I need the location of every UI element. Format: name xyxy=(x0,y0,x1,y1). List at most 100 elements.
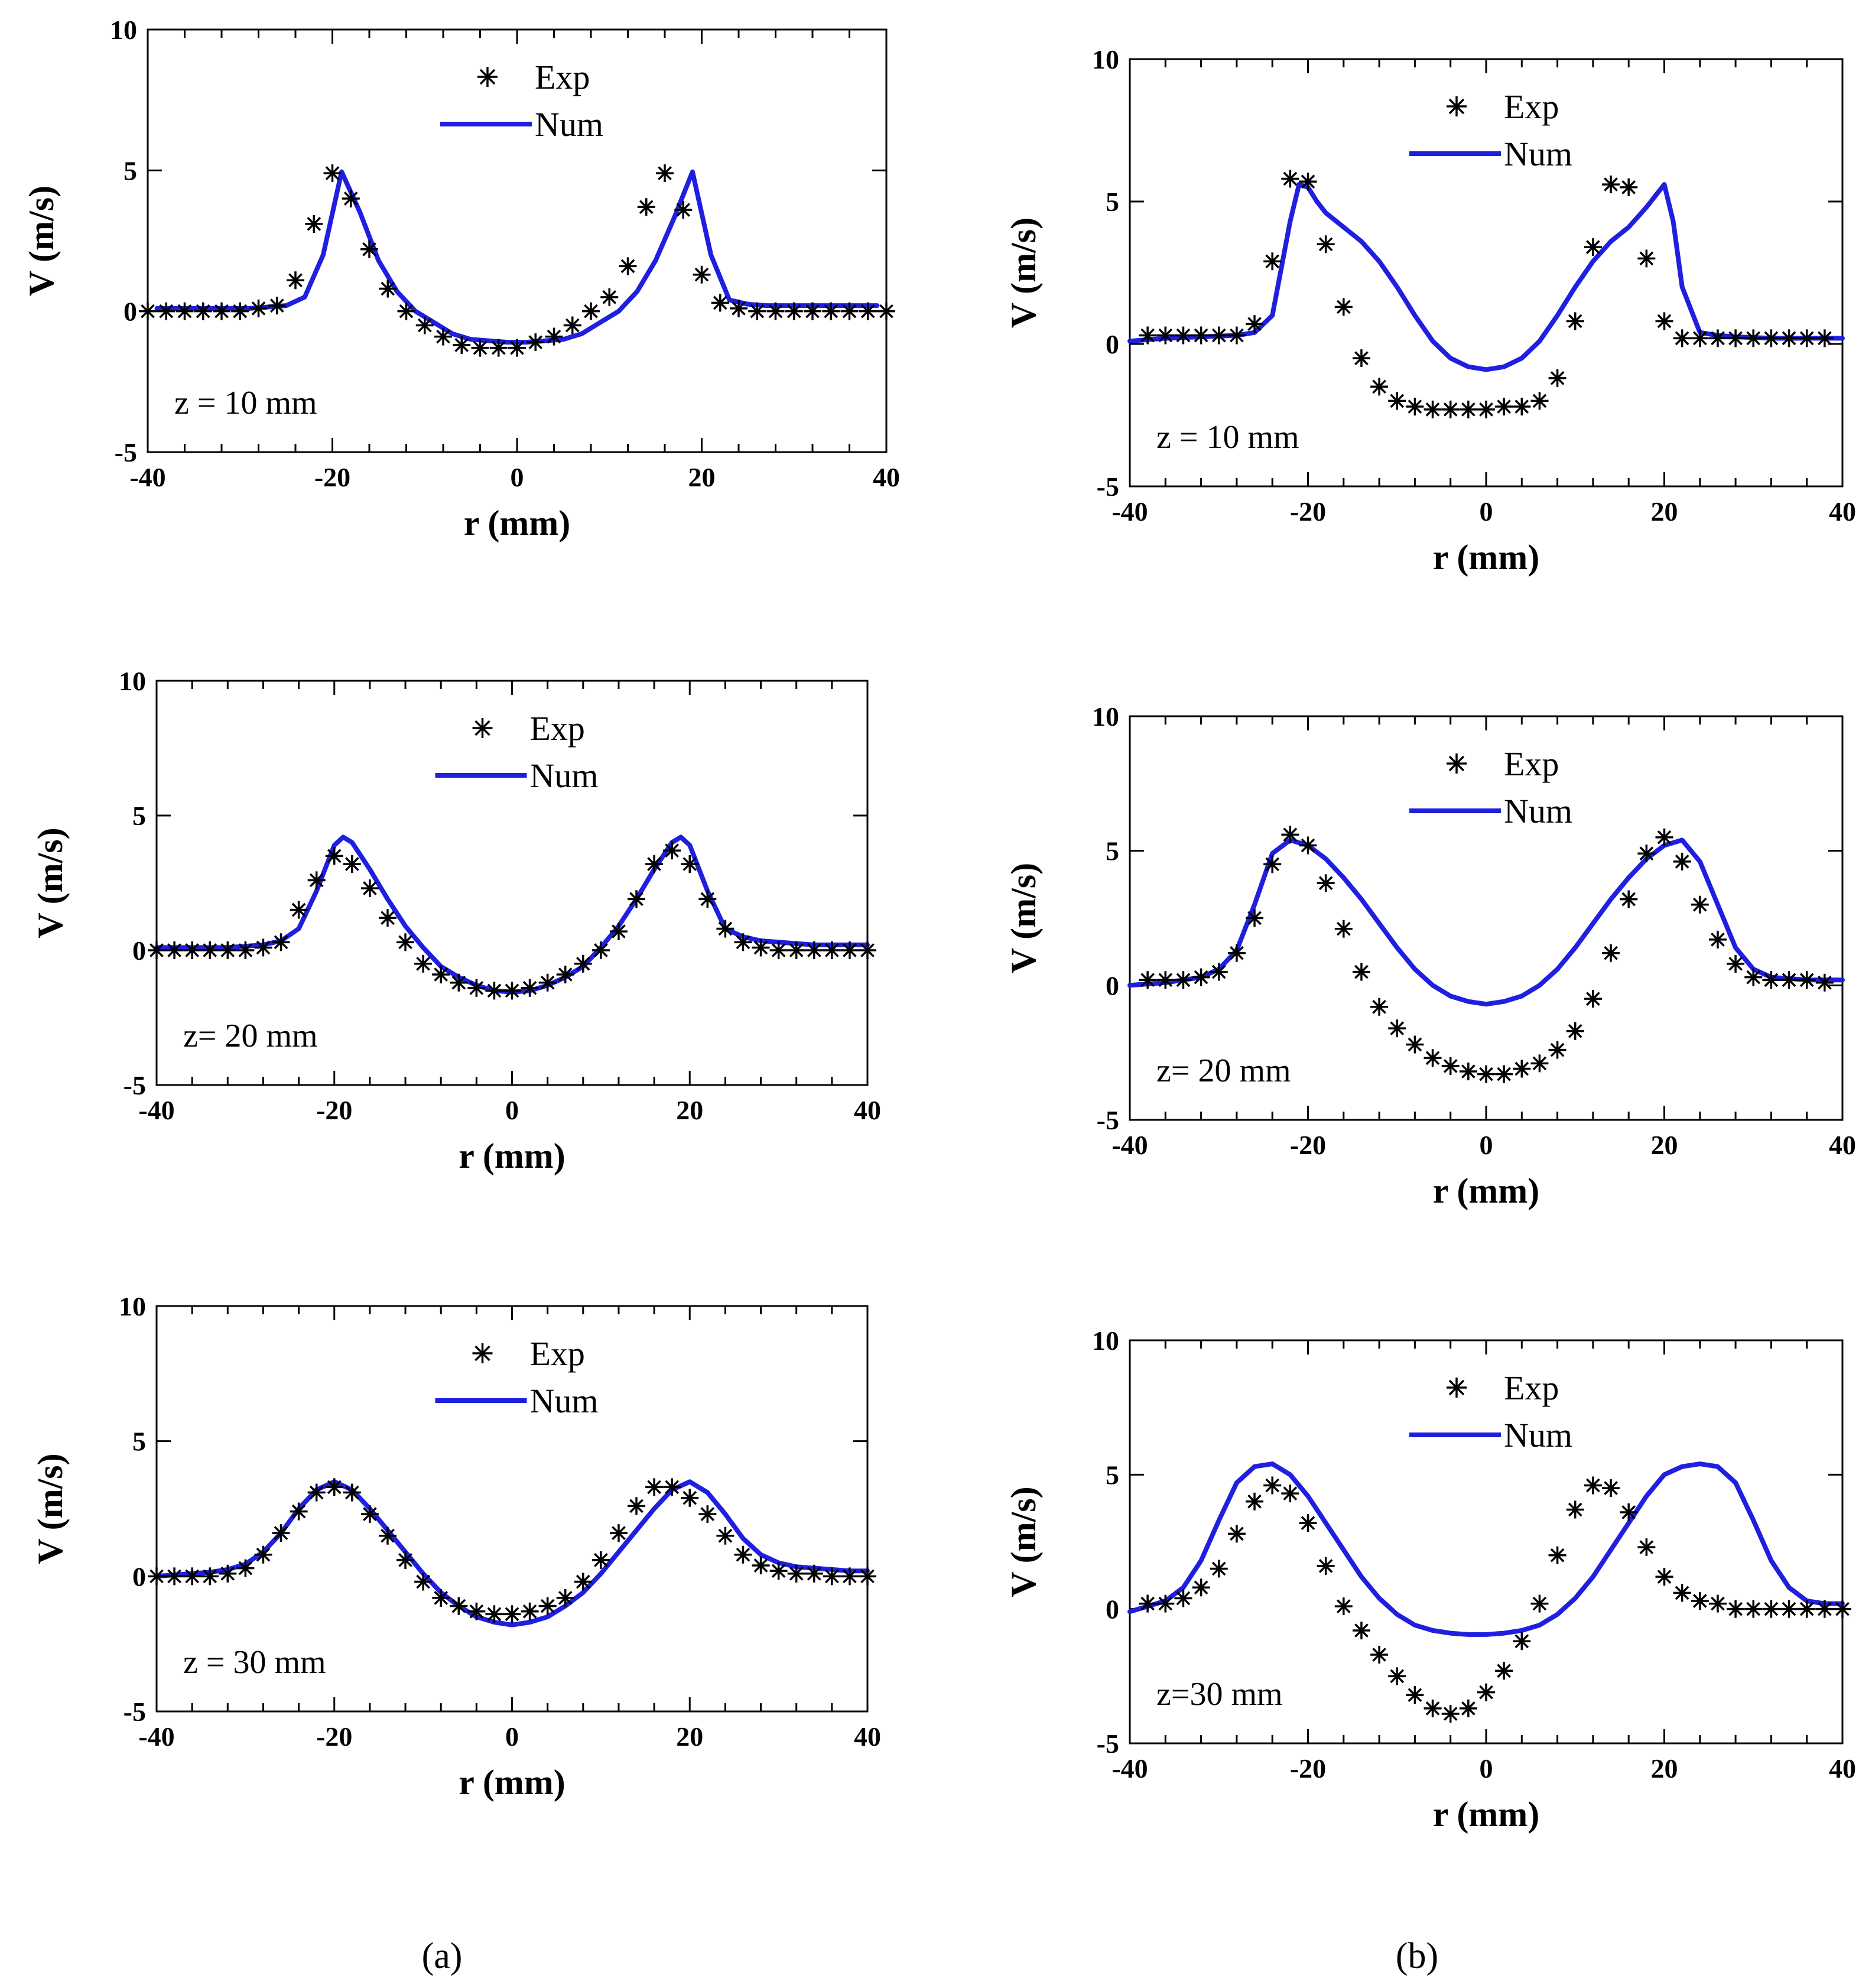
chart-5: -40 -20 0 20 40 -5 0 5 10 r (mm) V (m/s) z= 20 mm Ex… xyxy=(1004,701,1856,1210)
exp-marker xyxy=(1441,1057,1460,1075)
exp-marker xyxy=(645,855,664,873)
exp-marker xyxy=(1602,944,1620,962)
exp-marker xyxy=(508,339,526,357)
exp-marker xyxy=(1530,1054,1549,1073)
exp-marker xyxy=(1548,1546,1566,1564)
exp-marker xyxy=(432,1589,450,1607)
exp-marker xyxy=(450,973,468,992)
exp-marker xyxy=(1441,400,1460,418)
exp-marker xyxy=(1513,1632,1531,1651)
exp-marker xyxy=(165,941,184,959)
exp-marker xyxy=(1548,369,1566,387)
exp-marker xyxy=(1477,1065,1495,1083)
exp-marker xyxy=(656,164,674,183)
exp-marker xyxy=(637,198,655,216)
legend-exp-marker xyxy=(477,67,498,87)
exp-marker xyxy=(752,938,770,957)
exp-marker xyxy=(1156,1594,1175,1613)
exp-marker xyxy=(592,941,610,959)
x-axis-title: r (mm) xyxy=(1433,1171,1539,1210)
x-tick-label: -40 xyxy=(1112,1753,1148,1784)
exp-marker xyxy=(1210,963,1228,981)
exp-marker xyxy=(414,1573,433,1591)
exp-marker xyxy=(307,1483,326,1502)
exp-marker xyxy=(1620,890,1638,908)
exp-marker xyxy=(467,1602,486,1620)
x-tick-label: 20 xyxy=(688,462,716,492)
x-tick-label: 20 xyxy=(1651,496,1678,527)
exp-marker xyxy=(1691,1592,1709,1610)
exp-marker xyxy=(1388,392,1406,410)
y-axis-title: V (m/s) xyxy=(22,186,61,296)
exp-marker xyxy=(1246,909,1264,927)
x-tick-label: 0 xyxy=(505,1721,519,1752)
x-tick-label: 20 xyxy=(1651,1130,1678,1160)
x-tick-label: -20 xyxy=(1290,1130,1326,1160)
y-tick-label: 5 xyxy=(124,155,137,186)
exp-marker xyxy=(1370,998,1389,1016)
exp-marker xyxy=(582,302,600,320)
exp-marker xyxy=(272,933,290,951)
exp-marker xyxy=(1566,1022,1584,1040)
exp-marker xyxy=(1352,349,1370,368)
exp-marker xyxy=(254,938,272,957)
exp-marker xyxy=(1744,968,1763,986)
y-tick-label: 0 xyxy=(1106,970,1119,1001)
legend-label-num: Num xyxy=(530,756,599,795)
exp-marker xyxy=(545,327,563,346)
y-tick-label: -5 xyxy=(1097,1105,1119,1135)
exp-marker xyxy=(840,302,859,320)
x-tick-label: -40 xyxy=(129,462,165,492)
exp-marker xyxy=(1406,398,1424,416)
chart-4: -40 -20 0 20 40 -5 0 5 10 r (mm) V (m/s) z = 10 mm E… xyxy=(1004,44,1856,577)
y-tick-label: 0 xyxy=(1106,1594,1119,1625)
exp-marker xyxy=(1334,1597,1353,1616)
exp-marker xyxy=(1530,392,1549,410)
exp-marker xyxy=(1139,1594,1157,1613)
exp-marker xyxy=(1210,326,1228,345)
legend-label-exp: Exp xyxy=(535,58,590,96)
exp-marker xyxy=(1370,378,1389,396)
y-tick-label: 10 xyxy=(1092,1326,1119,1356)
exp-marker xyxy=(213,302,230,320)
chart-1: -40 -20 0 20 40 -5 0 5 10 r (mm) V (m/s) z = 10 mm E… xyxy=(22,15,900,543)
x-tick-label: 20 xyxy=(676,1095,703,1125)
exp-marker xyxy=(1637,844,1656,863)
exp-marker xyxy=(489,339,508,357)
exp-marker xyxy=(378,1526,396,1545)
exp-marker xyxy=(1495,1065,1513,1083)
exp-marker xyxy=(1334,298,1353,316)
exp-marker xyxy=(1441,1704,1460,1723)
exp-marker xyxy=(1708,329,1727,347)
y-tick-label: 0 xyxy=(1106,329,1119,359)
exp-marker xyxy=(1281,1484,1299,1503)
exp-marker xyxy=(878,302,895,320)
exp-marker xyxy=(378,909,396,927)
x-tick-label: -20 xyxy=(1290,496,1326,527)
exp-marker xyxy=(1246,1492,1264,1511)
exp-marker xyxy=(1459,1699,1477,1717)
exp-marker xyxy=(231,302,249,320)
exp-marker xyxy=(645,1478,664,1496)
x-tick-label: 40 xyxy=(1829,1753,1856,1784)
exp-marker xyxy=(1798,1600,1816,1618)
exp-marker xyxy=(414,954,433,973)
exp-marker xyxy=(305,215,323,233)
exp-marker xyxy=(1513,398,1531,416)
exp-marker xyxy=(1762,1600,1780,1618)
x-tick-label: 40 xyxy=(1829,1130,1856,1160)
exp-marker xyxy=(734,1545,752,1564)
exp-marker xyxy=(1673,329,1691,347)
legend-label-exp: Exp xyxy=(1504,87,1559,126)
legend-label-exp: Exp xyxy=(530,709,585,748)
legend-exp-marker xyxy=(472,718,493,738)
x-tick-label: 0 xyxy=(505,1095,519,1125)
exp-marker xyxy=(1477,1683,1495,1701)
legend-label-exp: Exp xyxy=(1504,745,1559,783)
x-axis-title: r (mm) xyxy=(459,1136,565,1175)
exp-marker xyxy=(1673,1584,1691,1602)
exp-marker xyxy=(485,982,503,1000)
exp-marker xyxy=(236,941,255,959)
x-axis-title: r (mm) xyxy=(459,1763,565,1802)
exp-marker xyxy=(1655,1568,1673,1586)
